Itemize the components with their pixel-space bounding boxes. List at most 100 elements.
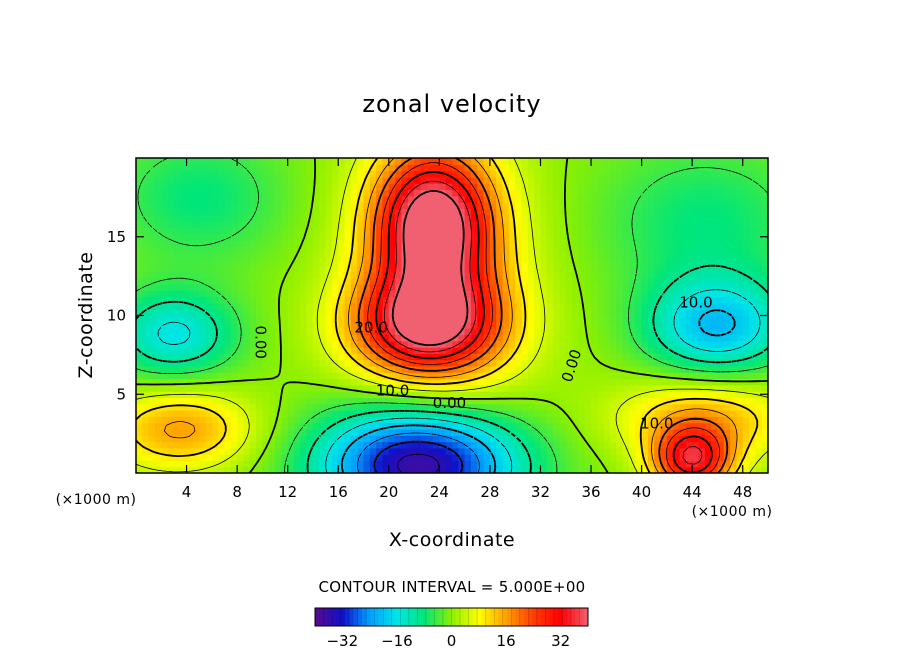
field-cell [369,158,377,165]
field-cell [338,372,346,380]
field-cell [192,176,200,184]
field-cell [666,321,674,329]
field-cell [565,353,573,361]
field-cell [268,410,276,417]
field-cell [534,315,542,323]
field-cell [142,202,150,209]
field-cell [136,158,143,165]
field-cell [268,170,276,178]
field-cell [294,397,301,405]
field-cell [723,321,731,329]
field-cell [616,176,624,184]
field-cell [572,189,579,197]
field-cell [666,164,674,172]
field-cell [553,302,561,310]
field-cell [300,447,308,455]
field-cell [622,195,630,203]
field-cell [452,258,459,266]
field-cell [136,315,143,323]
field-cell [275,315,282,323]
field-cell [685,252,693,260]
field-cell [452,359,459,367]
field-cell [319,391,327,398]
field-cell [218,384,226,392]
field-cell [199,208,207,216]
field-cell [300,227,308,235]
field-cell [300,271,308,279]
field-cell [148,397,156,405]
field-cell [635,321,643,329]
field-cell [578,410,586,417]
field-cell [300,416,308,424]
field-cell [736,258,744,266]
field-cell [401,321,409,329]
field-cell [319,447,327,455]
field-cell [610,309,617,317]
field-cell [698,296,706,304]
field-cell [357,183,365,191]
field-cell [527,441,535,449]
field-cell [363,290,371,298]
field-cell [546,170,554,178]
field-cell [439,290,447,298]
field-cell [344,258,352,266]
field-cell [755,271,763,279]
field-cell [167,321,175,329]
field-cell [180,277,188,285]
field-cell [445,309,453,317]
field-cell [350,271,358,279]
field-cell [470,290,478,298]
field-cell [369,296,377,304]
field-cell [692,365,700,373]
field-cell [256,284,263,291]
field-cell [597,277,605,285]
field-cell [496,176,504,184]
field-cell [711,347,719,354]
field-cell [736,202,744,209]
field-cell [300,359,308,367]
field-cell [761,416,768,424]
field-cell [382,309,390,317]
field-cell [294,359,301,367]
field-cell [749,416,756,424]
field-cell [679,302,687,310]
field-cell [692,416,700,424]
field-cell [382,164,390,172]
field-cell [603,454,611,461]
field-cell [464,252,472,260]
field-cell [755,296,763,304]
field-cell [186,271,194,279]
field-cell [357,176,365,184]
field-cell [306,195,314,203]
field-cell [603,221,611,228]
field-cell [256,378,263,386]
field-cell [262,302,270,310]
field-cell [641,239,649,247]
field-cell [230,170,238,178]
field-cell [331,189,339,197]
field-cell [136,284,143,291]
field-cell [268,378,276,386]
field-cell [704,183,712,191]
field-cell [489,239,497,247]
field-cell [761,435,768,443]
field-cell [521,441,529,449]
field-cell [610,353,617,361]
field-cell [331,164,339,172]
field-cell [382,447,390,455]
field-cell [237,252,245,260]
field-cell [388,265,396,272]
field-cell [502,347,510,354]
field-cell [306,233,314,241]
field-cell [692,454,700,461]
field-cell [761,321,768,329]
field-cell [395,296,403,304]
field-cell [319,258,327,266]
field-cell [433,447,440,455]
field-cell [502,302,510,310]
field-cell [489,176,497,184]
field-cell [635,347,643,354]
field-cell [161,416,169,424]
field-cell [161,466,169,473]
field-cell [692,195,700,203]
